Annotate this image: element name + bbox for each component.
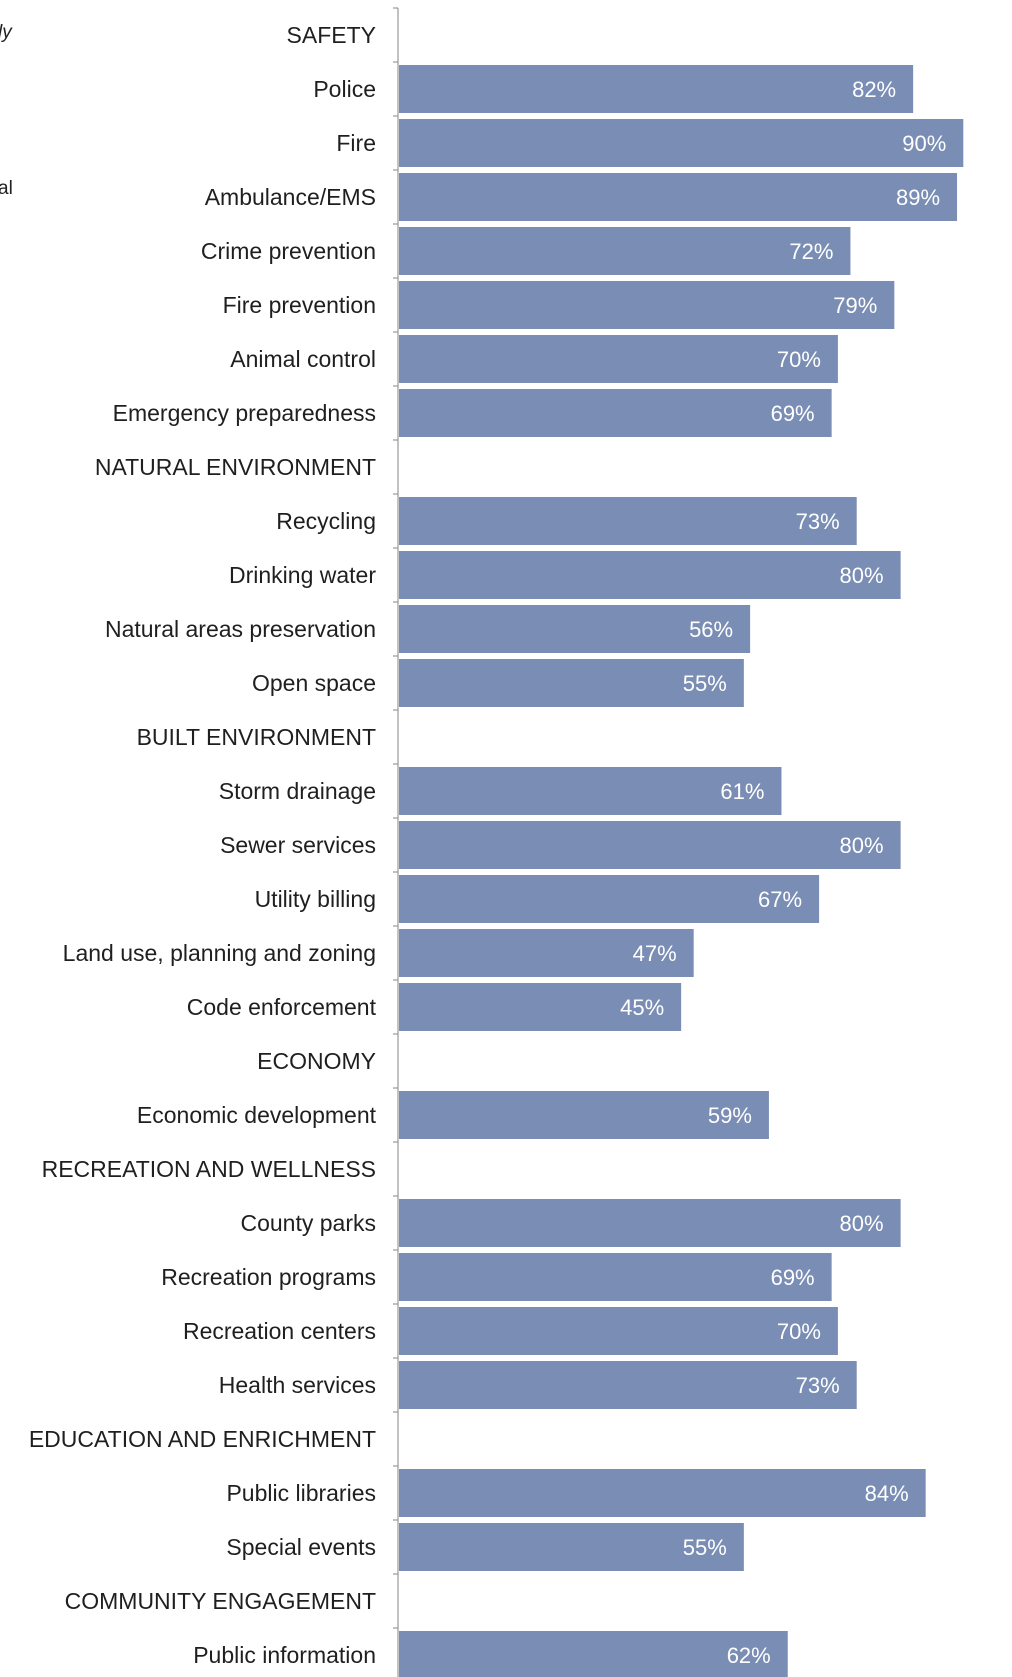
- bar-value-label: 80%: [840, 833, 884, 858]
- bar: [399, 389, 832, 437]
- bar-value-label: 59%: [708, 1103, 752, 1128]
- category-label: Emergency preparedness: [113, 400, 376, 426]
- bar-value-label: 56%: [689, 617, 733, 642]
- bar-value-label: 80%: [840, 1211, 884, 1236]
- bar: [399, 173, 958, 221]
- bar-value-label: 45%: [620, 995, 664, 1020]
- category-label: Recreation centers: [183, 1318, 376, 1344]
- bar: [399, 1523, 744, 1571]
- category-label: Natural areas preservation: [105, 616, 376, 642]
- section-header-label: ECONOMY: [257, 1048, 376, 1074]
- bar: [399, 65, 914, 113]
- category-label: Ambulance/EMS: [205, 184, 376, 210]
- bar: [399, 1199, 901, 1247]
- bar: [399, 119, 964, 167]
- bar: [399, 497, 857, 545]
- category-label: Sewer services: [220, 832, 376, 858]
- category-label: Fire: [336, 130, 376, 156]
- cropped-text-fragment: al: [0, 178, 13, 199]
- category-label: Crime prevention: [201, 238, 376, 264]
- category-label: County parks: [240, 1210, 376, 1236]
- bar-value-label: 55%: [683, 671, 727, 696]
- category-label: Drinking water: [229, 562, 376, 588]
- section-header-label: COMMUNITY ENGAGEMENT: [65, 1588, 376, 1614]
- bar: [399, 767, 782, 815]
- bar: [399, 821, 901, 869]
- section-header-label: RECREATION AND WELLNESS: [42, 1156, 376, 1182]
- bar: [399, 1253, 832, 1301]
- bar: [399, 281, 895, 329]
- bar-value-label: 89%: [896, 185, 940, 210]
- bar: [399, 929, 694, 977]
- bar-value-label: 73%: [796, 509, 840, 534]
- bar: [399, 335, 838, 383]
- section-header-label: SAFETY: [287, 22, 376, 48]
- bar-value-label: 72%: [789, 239, 833, 264]
- category-label: Economic development: [137, 1102, 377, 1128]
- bar-value-label: 67%: [758, 887, 802, 912]
- bar-value-label: 69%: [771, 1265, 815, 1290]
- cropped-text-fragment: ly: [0, 22, 12, 43]
- bar: [399, 1469, 926, 1517]
- category-label: Special events: [226, 1534, 376, 1560]
- category-label: Recycling: [276, 508, 376, 534]
- bar-value-label: 84%: [865, 1481, 909, 1506]
- bar-value-label: 70%: [777, 1319, 821, 1344]
- bar: [399, 1091, 769, 1139]
- bar-value-label: 80%: [840, 563, 884, 588]
- section-header-label: BUILT ENVIRONMENT: [137, 724, 376, 750]
- section-header-label: NATURAL ENVIRONMENT: [95, 454, 376, 480]
- category-label: Health services: [219, 1372, 376, 1398]
- bar-value-label: 62%: [727, 1643, 771, 1668]
- bar-value-label: 79%: [833, 293, 877, 318]
- section-header-label: EDUCATION AND ENRICHMENT: [29, 1426, 376, 1452]
- bar: [399, 1307, 838, 1355]
- bar: [399, 875, 820, 923]
- bar-value-label: 82%: [852, 77, 896, 102]
- category-label: Code enforcement: [187, 994, 377, 1020]
- category-label: Public libraries: [226, 1480, 376, 1506]
- bar: [399, 551, 901, 599]
- bar-value-label: 47%: [633, 941, 677, 966]
- category-label: Fire prevention: [223, 292, 376, 318]
- bar-value-label: 73%: [796, 1373, 840, 1398]
- bar-value-label: 69%: [771, 401, 815, 426]
- category-label: Utility billing: [255, 886, 376, 912]
- bar-value-label: 61%: [720, 779, 764, 804]
- bar-value-label: 90%: [902, 131, 946, 156]
- bar: [399, 983, 682, 1031]
- category-label: Open space: [252, 670, 376, 696]
- category-label: Recreation programs: [161, 1264, 376, 1290]
- bar: [399, 1631, 788, 1677]
- category-label: Animal control: [230, 346, 376, 372]
- bar-value-label: 55%: [683, 1535, 727, 1560]
- category-label: Land use, planning and zoning: [63, 940, 376, 966]
- bar: [399, 605, 751, 653]
- bar: [399, 659, 744, 707]
- category-label: Storm drainage: [219, 778, 376, 804]
- category-label: Public information: [193, 1642, 376, 1668]
- category-label: Police: [313, 76, 376, 102]
- bar-value-label: 70%: [777, 347, 821, 372]
- bar: [399, 227, 851, 275]
- bar: [399, 1361, 857, 1409]
